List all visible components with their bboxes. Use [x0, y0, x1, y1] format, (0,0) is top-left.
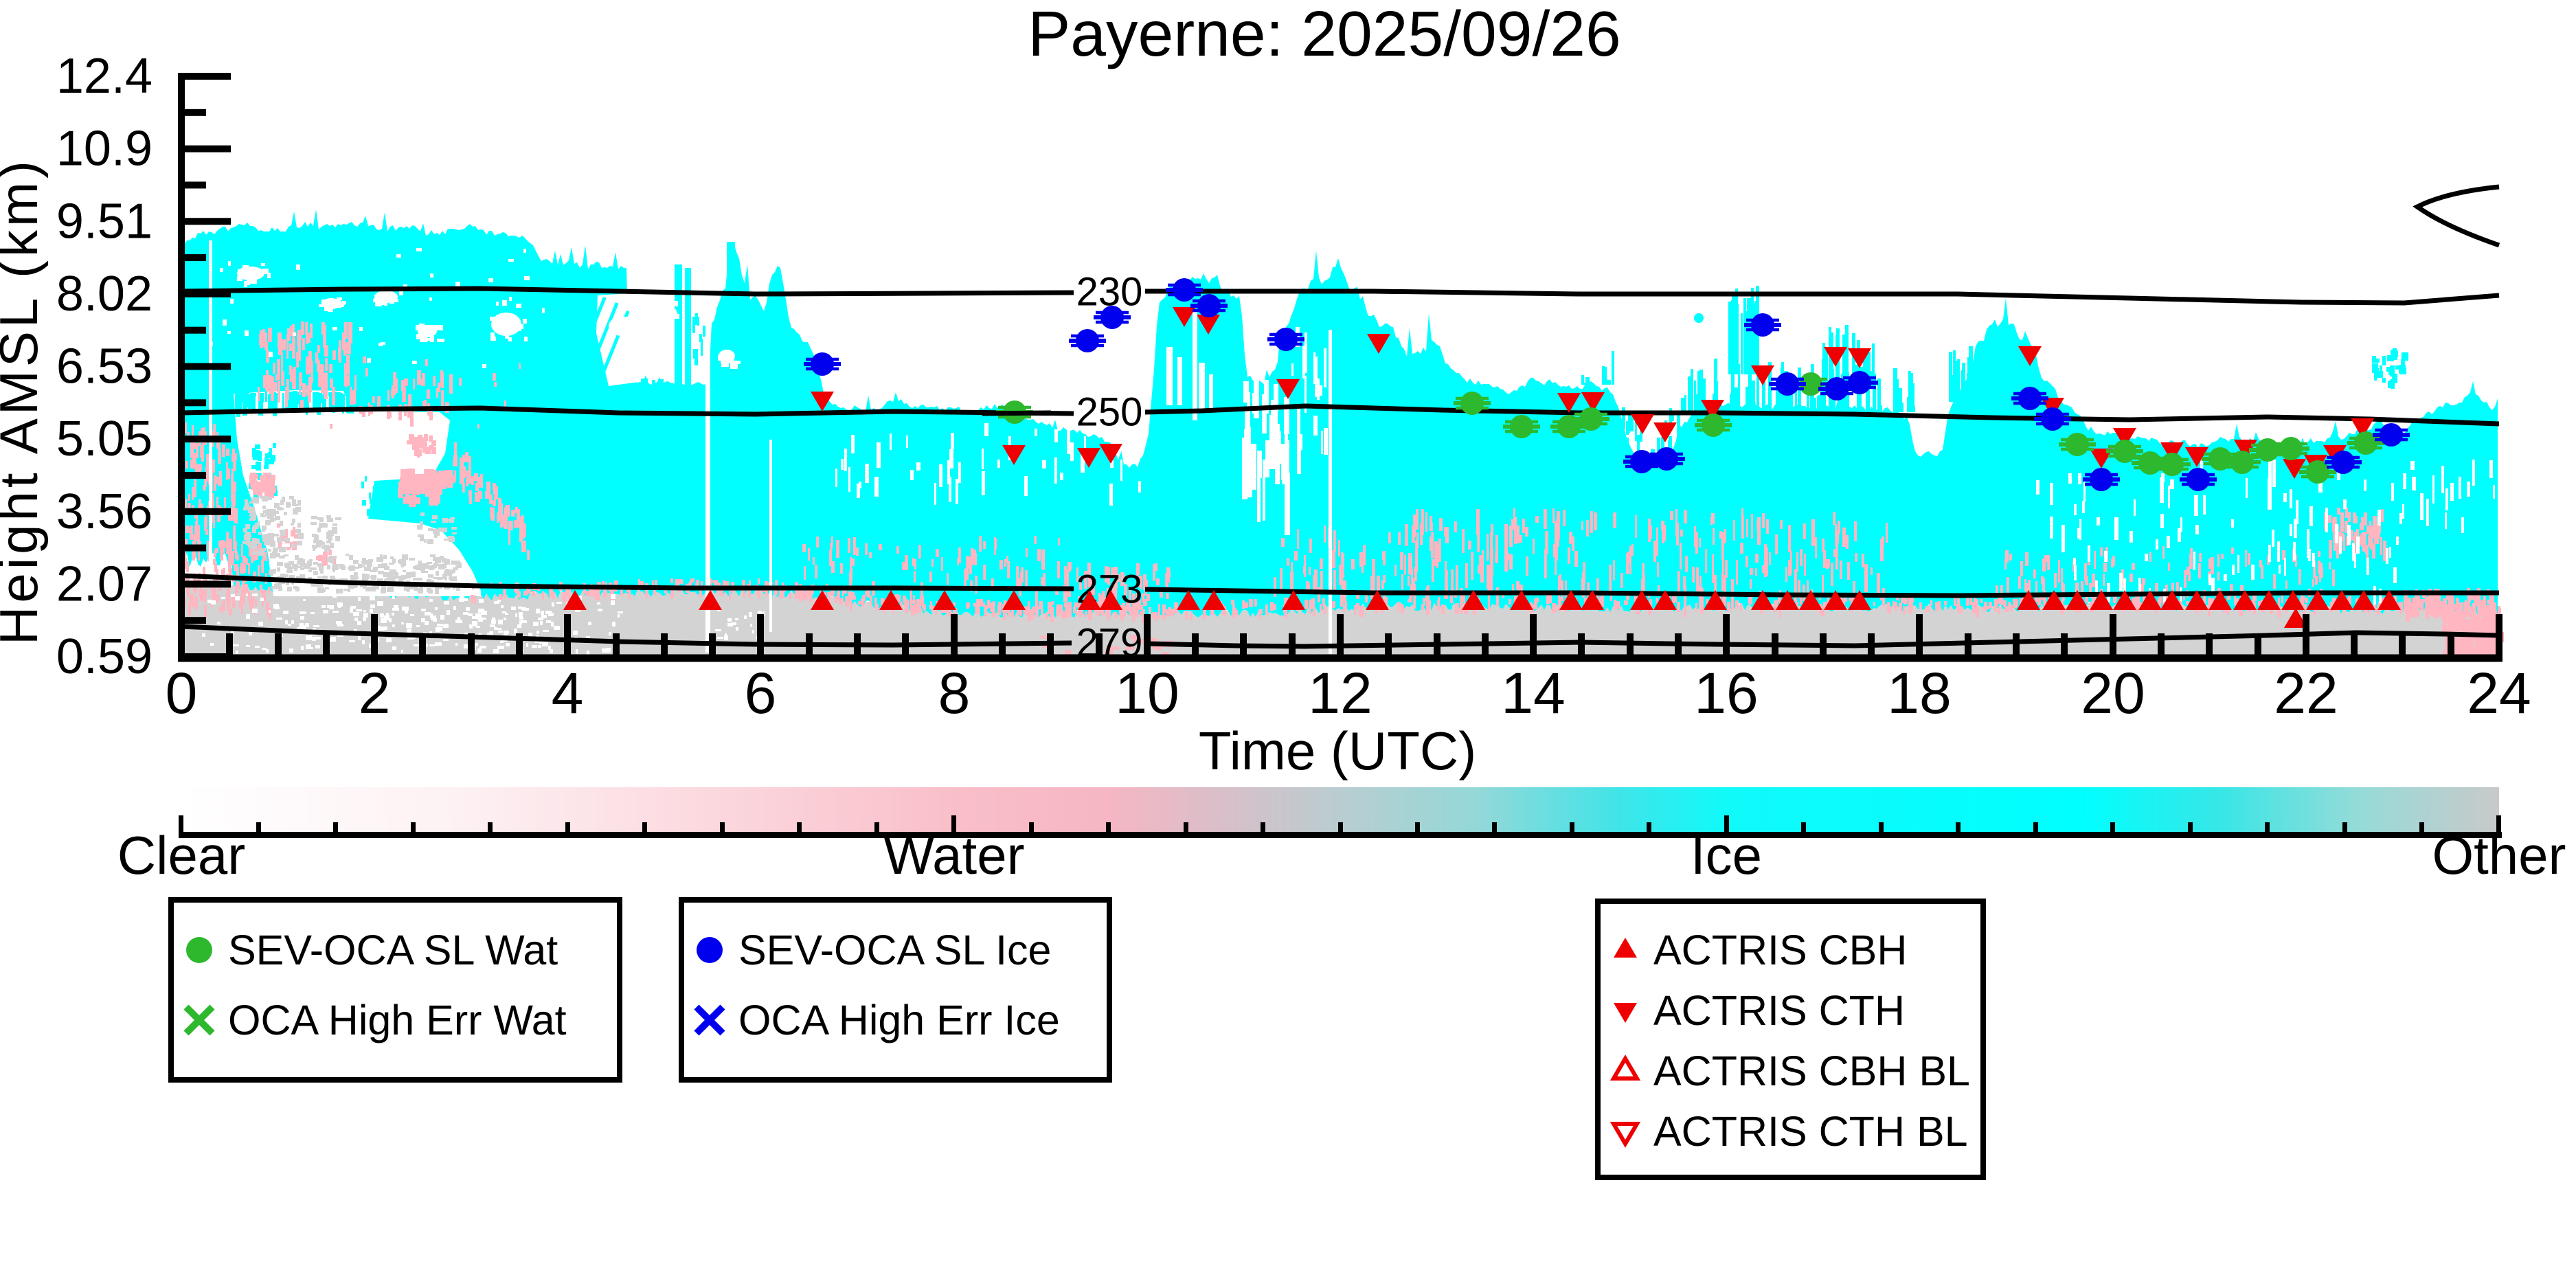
svg-text:4: 4 [552, 661, 584, 725]
svg-text:18: 18 [1887, 661, 1951, 725]
svg-text:24: 24 [2467, 661, 2531, 725]
svg-text:250: 250 [1076, 390, 1143, 435]
svg-text:5.05: 5.05 [56, 411, 152, 466]
svg-text:Other: Other [2432, 825, 2566, 885]
svg-text:20: 20 [2081, 661, 2145, 725]
svg-text:9.51: 9.51 [56, 194, 152, 249]
svg-text:ACTRIS CTH: ACTRIS CTH [1653, 987, 1905, 1034]
svg-text:3.56: 3.56 [56, 484, 152, 539]
svg-text:Time (UTC): Time (UTC) [1199, 721, 1476, 781]
svg-text:2: 2 [359, 661, 391, 725]
svg-text:6: 6 [745, 661, 777, 725]
svg-text:Clear: Clear [117, 825, 245, 885]
svg-text:2.07: 2.07 [56, 556, 152, 611]
svg-text:SEV-OCA SL Ice: SEV-OCA SL Ice [738, 927, 1051, 973]
svg-text:8.02: 8.02 [56, 267, 152, 321]
svg-text:Ice: Ice [1691, 825, 1762, 885]
svg-text:16: 16 [1694, 661, 1758, 725]
svg-text:Height AMSL (km): Height AMSL (km) [0, 157, 49, 645]
svg-text:ACTRIS CTH BL: ACTRIS CTH BL [1653, 1108, 1968, 1155]
svg-text:8: 8 [938, 661, 971, 725]
svg-text:0: 0 [166, 661, 198, 725]
svg-text:14: 14 [1501, 661, 1565, 725]
svg-text:OCA High Err Ice: OCA High Err Ice [738, 997, 1060, 1043]
svg-text:SEV-OCA SL Wat: SEV-OCA SL Wat [228, 927, 558, 973]
svg-text:ACTRIS CBH BL: ACTRIS CBH BL [1653, 1048, 1970, 1094]
svg-text:OCA High Err Wat: OCA High Err Wat [228, 997, 567, 1043]
svg-text:10.9: 10.9 [56, 122, 152, 177]
svg-text:Payerne: 2025/09/26: Payerne: 2025/09/26 [1028, 0, 1621, 69]
svg-text:10: 10 [1115, 661, 1179, 725]
svg-text:12.4: 12.4 [56, 49, 152, 104]
svg-text:ACTRIS CBH: ACTRIS CBH [1653, 927, 1907, 973]
svg-text:22: 22 [2274, 661, 2338, 725]
svg-text:12: 12 [1308, 661, 1372, 725]
svg-text:6.53: 6.53 [56, 339, 152, 394]
svg-text:Water: Water [883, 825, 1024, 885]
svg-text:0.59: 0.59 [56, 629, 152, 684]
